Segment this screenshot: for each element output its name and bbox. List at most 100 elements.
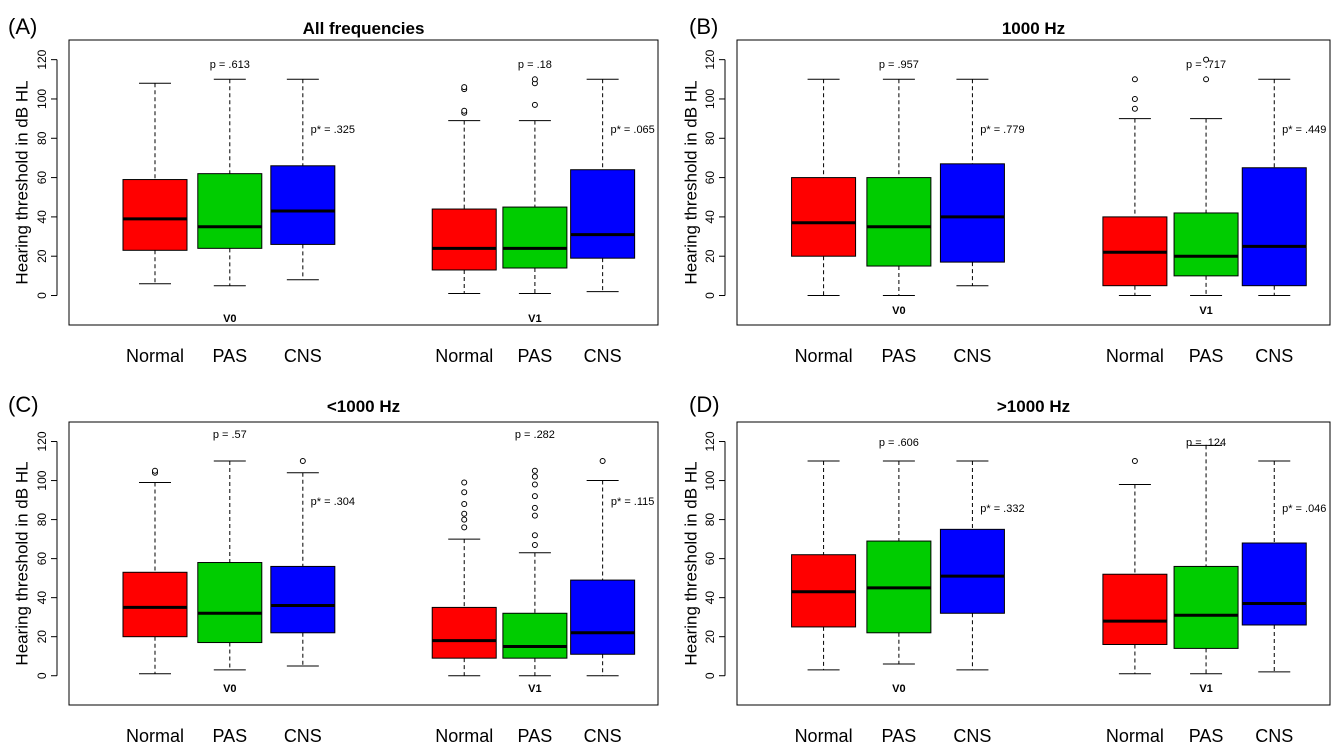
visit-label: V0: [892, 683, 905, 695]
p-star-label: p* = .115: [611, 496, 655, 508]
outlier-point: [531, 512, 538, 519]
visit-label: V1: [528, 683, 541, 695]
y-tick-label: 0: [703, 292, 717, 299]
outlier-point: [151, 467, 158, 474]
outlier-point: [461, 489, 468, 496]
visit-label: V1: [528, 313, 541, 325]
y-tick-label: 40: [703, 210, 717, 224]
box-cns: [1241, 167, 1307, 287]
y-tick-label: 80: [35, 131, 49, 145]
x-category-label: PAS: [212, 346, 247, 366]
y-tick-label: 60: [703, 171, 717, 185]
outlier-point: [461, 500, 468, 507]
y-tick-label: 100: [35, 89, 49, 109]
x-category-label: PAS: [882, 726, 917, 746]
x-category-label: CNS: [953, 346, 991, 366]
outlier-point: [1131, 105, 1138, 112]
y-axis-label: Hearing threshold in dB HL: [681, 80, 700, 284]
box-normal: [1102, 573, 1168, 645]
y-tick-label: 120: [703, 431, 717, 451]
outlier-point: [531, 541, 538, 548]
outlier-point: [299, 458, 306, 465]
visit-v1: Normal PAS CNS p = .18 p* = .065 V1: [431, 59, 655, 366]
visit-v0: Normal PAS CNS p = .957 p* = .779 V0: [791, 59, 1025, 366]
y-tick-label: 60: [35, 552, 49, 566]
box-pas: [502, 206, 568, 269]
outlier-point: [531, 493, 538, 500]
p-value-label: p = .57: [213, 429, 247, 441]
x-category-label: CNS: [584, 346, 622, 366]
visit-label: V0: [223, 683, 236, 695]
outlier-point: [461, 510, 468, 517]
panel-title: 1000 Hz: [1002, 19, 1065, 38]
x-category-label: CNS: [1255, 346, 1293, 366]
x-category-label: Normal: [795, 726, 853, 746]
visit-label: V0: [892, 305, 905, 317]
plot-frame: [736, 421, 1331, 706]
panel-title: >1000 Hz: [997, 397, 1070, 416]
outlier-point: [461, 516, 468, 523]
panel-title: All frequencies: [303, 19, 425, 38]
y-tick-label: 60: [703, 552, 717, 566]
panel-label: (B): [689, 14, 718, 39]
y-tick-label: 40: [35, 210, 49, 224]
y-tick-label: 0: [703, 672, 717, 679]
plot-frame: [736, 39, 1331, 326]
box-pas: [1173, 565, 1239, 649]
plot-frame: [68, 421, 659, 706]
outlier-point: [461, 479, 468, 486]
y-tick-label: 80: [703, 513, 717, 527]
y-tick-label: 20: [35, 630, 49, 644]
y-axis-label: Hearing threshold in dB HL: [12, 80, 31, 284]
outlier-point: [1131, 95, 1138, 102]
x-category-label: Normal: [435, 726, 493, 746]
visit-v0: Normal PAS CNS p = .613 p* = .325 V0: [122, 59, 355, 366]
y-tick-label: 80: [703, 131, 717, 145]
y-tick-label: 20: [35, 249, 49, 263]
p-value-label: p = .613: [210, 59, 250, 71]
box-cns: [570, 579, 636, 655]
box-pas: [197, 562, 263, 644]
x-category-label: CNS: [584, 726, 622, 746]
box-cns: [1241, 542, 1307, 626]
panel-a: (A) All frequencies 0 20 40 60 80 100 120 Hearing…: [8, 14, 659, 366]
outlier-point: [531, 504, 538, 511]
box-cns: [270, 565, 336, 634]
visit-label: V1: [1199, 305, 1212, 317]
box-pas: [1173, 212, 1239, 277]
y-axis-label: Hearing threshold in dB HL: [12, 461, 31, 665]
visit-v1: Normal PAS CNS p = .717 p* = .449 V1: [1102, 56, 1326, 366]
visit-label: V0: [223, 313, 236, 325]
y-tick-label: 80: [35, 513, 49, 527]
panel-label: (A): [8, 14, 37, 39]
x-category-label: Normal: [1106, 346, 1164, 366]
x-category-label: PAS: [518, 346, 553, 366]
box-normal: [791, 177, 857, 257]
outlier-point: [531, 473, 538, 480]
x-category-label: PAS: [882, 346, 917, 366]
visit-label: V1: [1199, 683, 1212, 695]
panel-title: <1000 Hz: [327, 397, 400, 416]
box-cns: [939, 528, 1005, 614]
outlier-point: [531, 467, 538, 474]
box-pas: [866, 177, 932, 267]
outlier-point: [1203, 56, 1210, 63]
x-category-label: PAS: [1189, 726, 1224, 746]
outlier-point: [461, 84, 468, 91]
box-pas: [197, 173, 263, 249]
box-normal: [431, 208, 497, 271]
outlier-point: [531, 532, 538, 539]
outlier-point: [1131, 76, 1138, 83]
box-cns: [939, 163, 1005, 263]
p-value-label: p = .124: [1186, 437, 1226, 449]
x-category-label: PAS: [1189, 346, 1224, 366]
y-axis-label: Hearing threshold in dB HL: [681, 461, 700, 665]
p-star-label: p* = .046: [1282, 503, 1326, 515]
outlier-point: [461, 107, 468, 114]
outlier-point: [461, 524, 468, 531]
box-pas: [502, 612, 568, 659]
y-tick-label: 40: [35, 591, 49, 605]
